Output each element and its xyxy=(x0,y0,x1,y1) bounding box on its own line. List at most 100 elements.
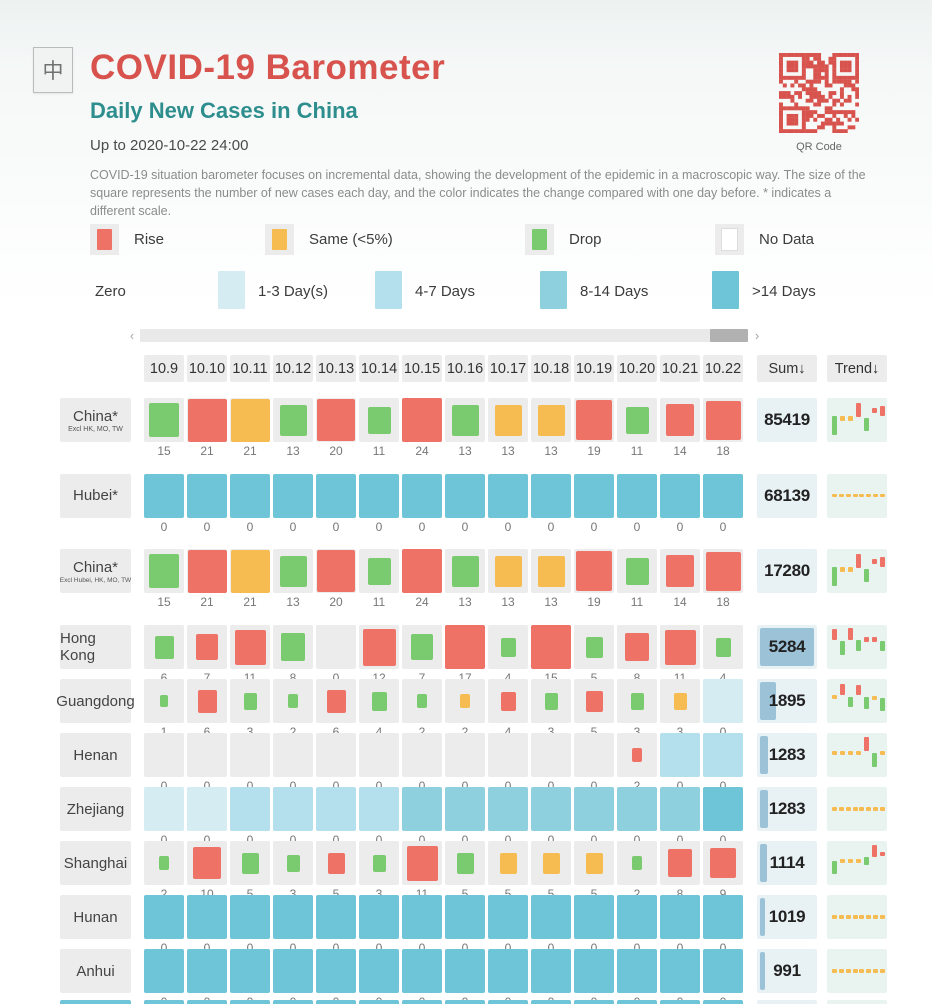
page-subtitle: Daily New Cases in China xyxy=(90,98,358,123)
data-cell xyxy=(445,895,485,939)
case-square-rise xyxy=(445,625,485,669)
trend-sparkline xyxy=(827,1000,887,1004)
trend-sparkline xyxy=(827,473,887,518)
data-cell xyxy=(488,841,528,885)
trend-segment xyxy=(832,415,837,436)
case-count-label: 2 xyxy=(418,725,426,739)
data-cell xyxy=(359,398,399,442)
case-square-zero4 xyxy=(273,1000,313,1004)
data-cell xyxy=(617,841,657,885)
case-count-label: 15 xyxy=(157,444,171,458)
data-cell xyxy=(445,549,485,593)
legend-color-nodata xyxy=(721,228,738,251)
legend-swatch-same xyxy=(265,224,294,255)
case-count-label: 3 xyxy=(289,887,297,901)
data-cell xyxy=(445,733,485,777)
case-count-label: 0 xyxy=(719,779,727,793)
trend-segment xyxy=(832,694,837,699)
legend-label-drop: Drop xyxy=(569,231,602,248)
row-label-guangdong: Guangdong xyxy=(56,679,135,723)
row-label-text: Hunan xyxy=(73,908,118,926)
sum-value: 85419 xyxy=(764,410,810,429)
date-column-header: 10.9 xyxy=(144,355,184,382)
legend-label-same: Same (<5%) xyxy=(309,231,393,248)
data-cell xyxy=(574,841,614,885)
table-row: Hong Kong 6 7 11 8 0 12 7 17 4 15 5 8 11 4 5284 xyxy=(0,625,932,685)
data-cell xyxy=(531,949,571,993)
trend-segment xyxy=(832,566,837,587)
case-count-label: 11 xyxy=(372,595,386,609)
sum-sort-header[interactable]: Sum↓ xyxy=(757,355,817,382)
sum-cell: 1283 xyxy=(757,787,817,831)
data-cell xyxy=(574,949,614,993)
trend-segment xyxy=(859,493,865,498)
case-square-drop xyxy=(279,555,307,587)
case-count-label: 21 xyxy=(243,444,257,458)
case-square-zero4 xyxy=(273,473,313,518)
data-cell xyxy=(230,473,270,518)
row-label-china-: China* Excl Hubei, HK, MO, TW xyxy=(60,549,131,593)
case-square-zero3 xyxy=(617,787,657,831)
sum-value: 1114 xyxy=(769,853,805,872)
row-label-zhejiang: Zhejiang xyxy=(60,787,131,831)
case-square-zero3 xyxy=(531,787,571,831)
table-row: Guangdong 1 6 3 2 6 4 2 2 4 3 5 3 3 0 1895 xyxy=(0,679,932,739)
case-count-label: 0 xyxy=(461,519,469,534)
case-square-rise xyxy=(585,690,603,712)
sum-bar xyxy=(760,736,769,774)
trend-sort-header[interactable]: Trend↓ xyxy=(827,355,887,382)
sum-cell: 991 xyxy=(757,949,817,993)
trend-segment xyxy=(832,807,837,811)
case-count-label: 0 xyxy=(660,995,700,1004)
trend-segment xyxy=(852,807,858,811)
case-square-zero2 xyxy=(359,787,399,831)
trend-segment xyxy=(880,405,885,417)
data-cell xyxy=(660,949,700,993)
case-square-zero4 xyxy=(273,949,313,993)
scrollbar-left-arrow-icon[interactable]: ‹ xyxy=(129,328,135,343)
trend-segment xyxy=(872,558,877,564)
trend-segment xyxy=(873,969,879,973)
case-count-label: 0 xyxy=(160,833,168,847)
scrollbar-track[interactable] xyxy=(140,329,748,342)
data-cell xyxy=(359,841,399,885)
case-square-zero2 xyxy=(316,787,356,831)
row-label-text: China* xyxy=(72,558,119,576)
data-cell xyxy=(402,1000,442,1004)
sum-value: 1283 xyxy=(768,745,806,764)
row-label-text: Anhui xyxy=(76,962,115,980)
case-square-zero4 xyxy=(316,1000,356,1004)
case-count-label: 8 xyxy=(633,671,641,685)
row-label-china-: China* Excl HK, MO, TW xyxy=(60,398,131,442)
row-label-text: China* xyxy=(72,407,119,425)
case-square-zero2 xyxy=(230,787,270,831)
trend-segment xyxy=(852,969,858,973)
trend-sparkline xyxy=(827,949,887,993)
case-count-label: 0 xyxy=(160,779,168,793)
case-count-label: 0 xyxy=(488,995,528,1004)
trend-segment xyxy=(852,915,858,919)
data-cell xyxy=(402,841,442,885)
data-cell xyxy=(574,679,614,723)
case-square-drop xyxy=(625,557,649,585)
data-cell xyxy=(617,1000,657,1004)
scrollbar-right-arrow-icon[interactable]: › xyxy=(754,328,760,343)
scrollbar-thumb[interactable] xyxy=(710,329,748,342)
trend-segment xyxy=(856,554,861,569)
data-cell xyxy=(445,473,485,518)
data-cell xyxy=(703,679,743,723)
case-square-rise xyxy=(666,555,694,587)
case-count-label: 19 xyxy=(587,444,601,458)
data-cell xyxy=(187,733,227,777)
row-label-partial xyxy=(60,1000,131,1004)
case-count-label: 5 xyxy=(461,887,469,901)
case-count-label: 1 xyxy=(160,725,168,739)
trend-segment xyxy=(848,567,853,572)
case-square-drop xyxy=(154,635,174,659)
trend-segment xyxy=(852,493,858,498)
table-row: China* Excl HK, MO, TW 15 21 21 13 20 11 24 13 13 1… xyxy=(0,398,932,458)
case-count-label: 21 xyxy=(243,595,257,609)
case-square-drop xyxy=(632,856,642,870)
case-square-zero4 xyxy=(402,473,442,518)
data-cell xyxy=(273,841,313,885)
